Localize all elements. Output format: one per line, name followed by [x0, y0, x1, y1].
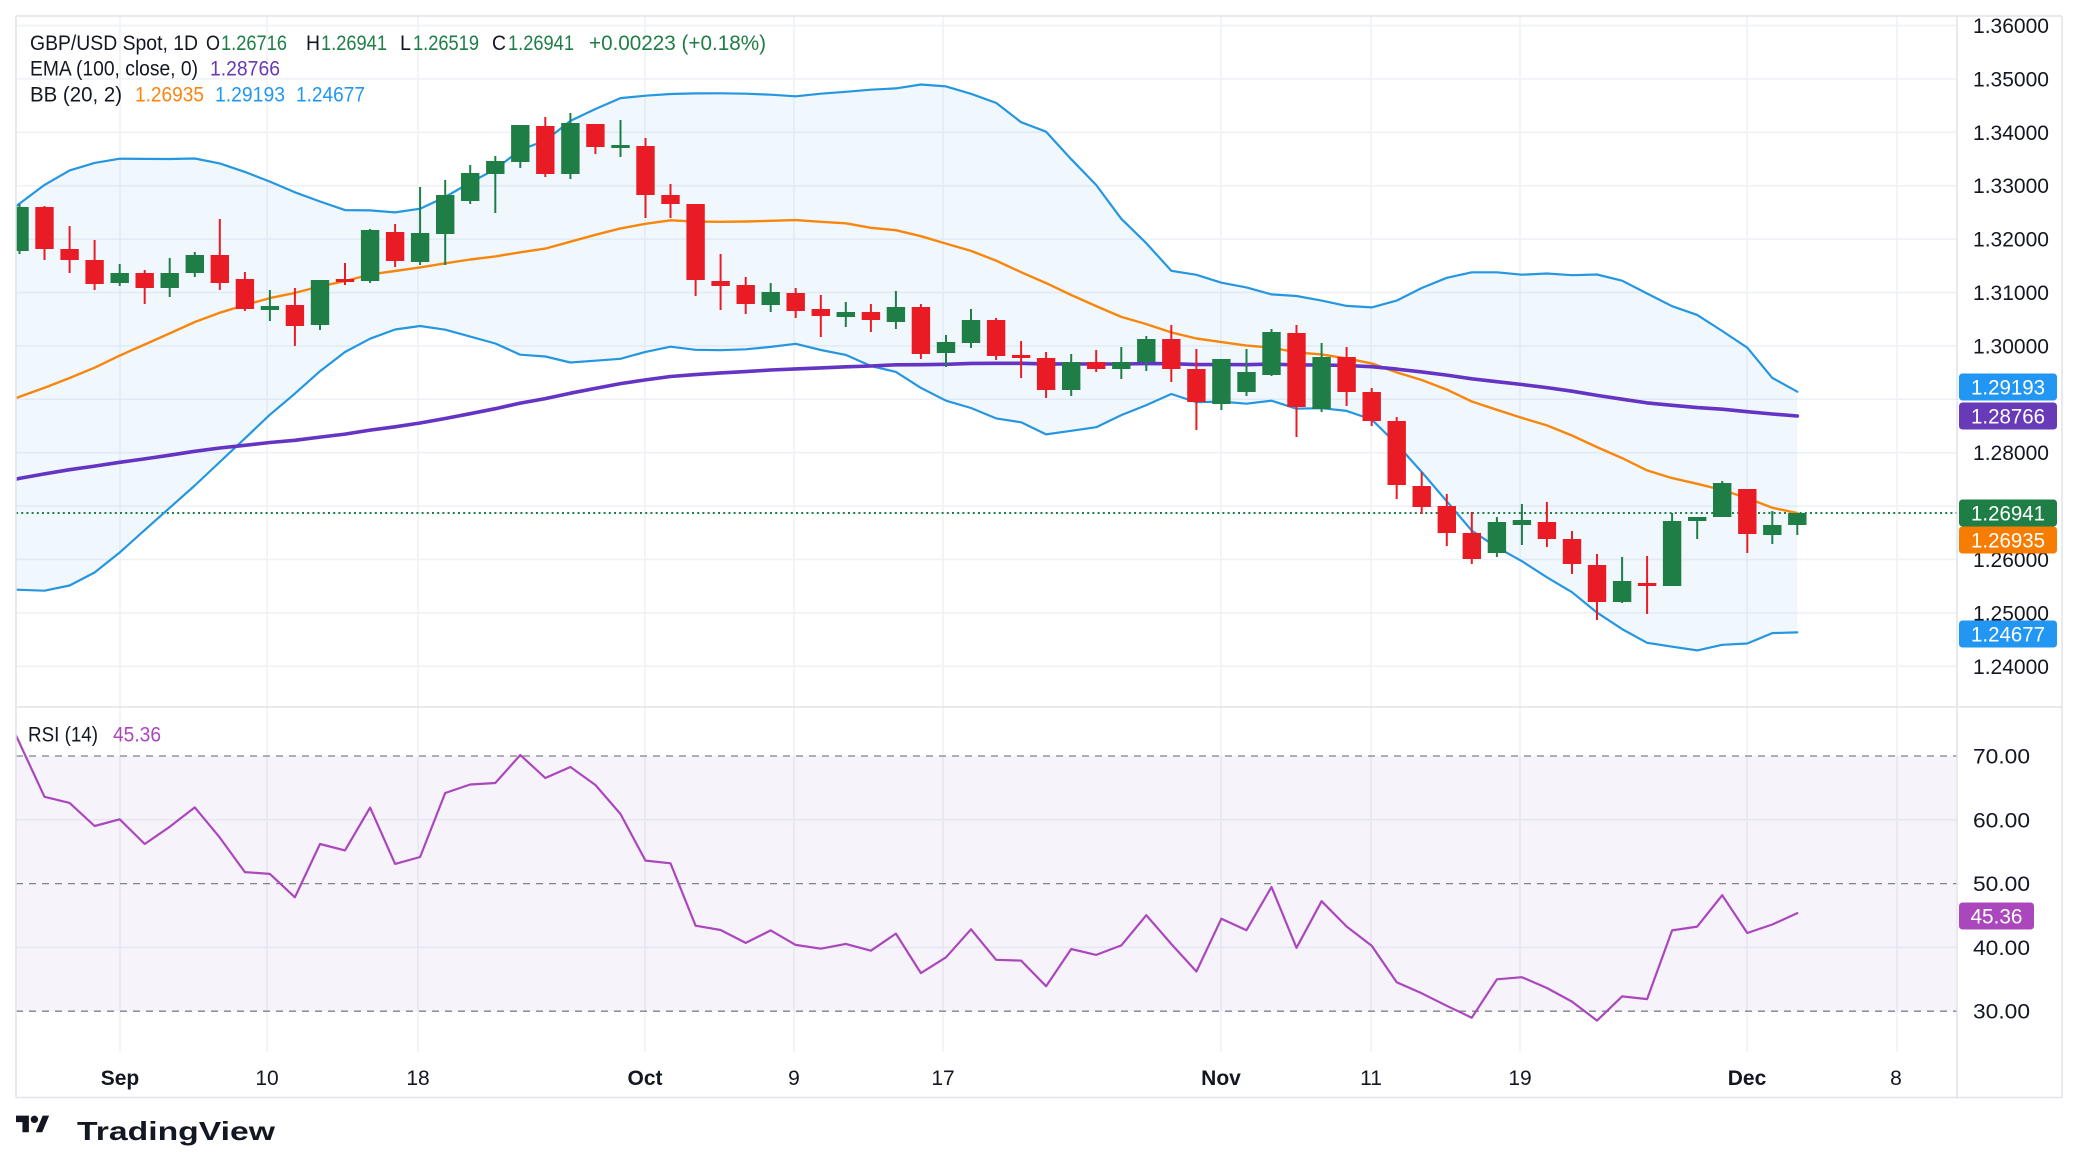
svg-text:H: H — [306, 32, 320, 55]
svg-text:1.26941: 1.26941 — [508, 32, 574, 55]
svg-text:1.26941: 1.26941 — [1971, 503, 2045, 526]
svg-text:1.29193: 1.29193 — [215, 84, 285, 107]
svg-text:9: 9 — [788, 1067, 800, 1090]
svg-text:40.00: 40.00 — [1973, 937, 2030, 960]
svg-text:GBP/USD Spot, 1D: GBP/USD Spot, 1D — [30, 32, 198, 55]
svg-text:Oct: Oct — [627, 1067, 662, 1090]
svg-text:Nov: Nov — [1201, 1067, 1241, 1090]
svg-text:Sep: Sep — [101, 1067, 140, 1090]
svg-text:1.33000: 1.33000 — [1973, 175, 2049, 198]
svg-text:1.26935: 1.26935 — [1971, 530, 2045, 553]
svg-text:1.30000: 1.30000 — [1973, 335, 2049, 358]
svg-text:1.24000: 1.24000 — [1973, 656, 2049, 679]
svg-text:1.25000: 1.25000 — [1973, 602, 2049, 625]
svg-text:45.36: 45.36 — [1971, 906, 2023, 929]
svg-text:RSI (14): RSI (14) — [28, 724, 98, 747]
svg-text:1.28766: 1.28766 — [210, 58, 280, 81]
svg-text:8: 8 — [1890, 1067, 1902, 1090]
svg-text:1.34000: 1.34000 — [1973, 122, 2049, 145]
svg-text:60.00: 60.00 — [1973, 809, 2030, 832]
svg-text:17: 17 — [931, 1067, 954, 1090]
svg-text:+0.00223 (+0.18%): +0.00223 (+0.18%) — [589, 32, 766, 55]
svg-text:1.28000: 1.28000 — [1973, 442, 2049, 465]
svg-text:L: L — [400, 32, 411, 55]
svg-text:1.26941: 1.26941 — [321, 32, 387, 55]
svg-text:1.26519: 1.26519 — [413, 32, 479, 55]
svg-text:45.36: 45.36 — [113, 724, 161, 747]
svg-text:EMA (100, close, 0): EMA (100, close, 0) — [30, 58, 198, 81]
svg-text:70.00: 70.00 — [1973, 746, 2030, 769]
svg-text:30.00: 30.00 — [1973, 1001, 2030, 1024]
svg-text:Dec: Dec — [1728, 1067, 1767, 1090]
svg-text:1.26000: 1.26000 — [1973, 549, 2049, 572]
svg-text:1.24677: 1.24677 — [296, 84, 365, 107]
svg-text:1.35000: 1.35000 — [1973, 68, 2049, 91]
svg-text:1.28766: 1.28766 — [1971, 406, 2045, 429]
svg-text:O: O — [206, 32, 220, 55]
svg-text:19: 19 — [1508, 1067, 1531, 1090]
svg-text:C: C — [492, 32, 506, 55]
svg-text:BB (20, 2): BB (20, 2) — [30, 84, 122, 107]
svg-text:1.24677: 1.24677 — [1971, 624, 2045, 647]
svg-text:1.26716: 1.26716 — [221, 32, 287, 55]
svg-text:18: 18 — [406, 1067, 429, 1090]
svg-text:1.29193: 1.29193 — [1971, 377, 2045, 400]
svg-text:50.00: 50.00 — [1973, 873, 2030, 896]
svg-text:10: 10 — [255, 1067, 278, 1090]
svg-text:1.32000: 1.32000 — [1973, 229, 2049, 252]
svg-text:TradingView: TradingView — [77, 1116, 276, 1146]
svg-text:1.36000: 1.36000 — [1973, 15, 2049, 38]
svg-text:1.31000: 1.31000 — [1973, 282, 2049, 305]
svg-text:11: 11 — [1360, 1067, 1382, 1090]
svg-text:1.26935: 1.26935 — [135, 84, 204, 107]
